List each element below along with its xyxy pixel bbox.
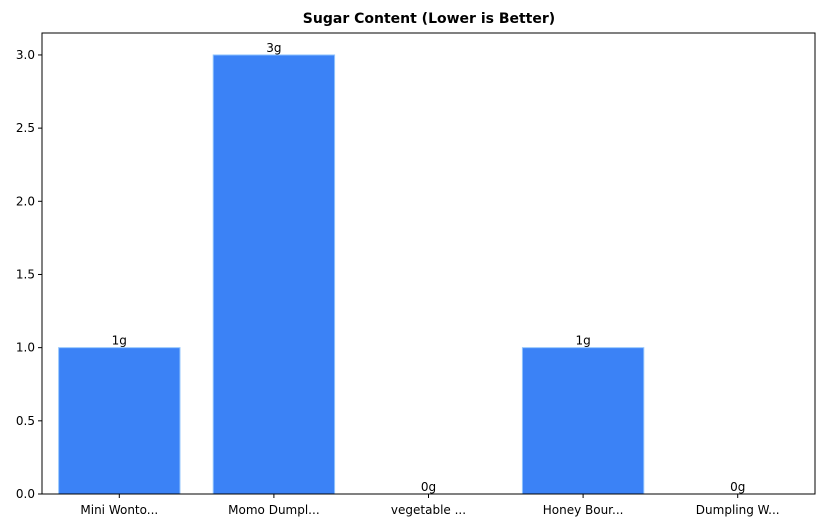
y-tick-label: 0.5 bbox=[16, 414, 35, 428]
x-tick-label: Dumpling W... bbox=[696, 503, 780, 517]
x-tick-label: vegetable ... bbox=[391, 503, 466, 517]
y-tick-label: 2.0 bbox=[16, 194, 35, 208]
x-tick-label: Momo Dumpl... bbox=[228, 503, 319, 517]
y-tick-label: 2.5 bbox=[16, 121, 35, 135]
bar bbox=[58, 347, 181, 495]
bar-value-label: 1g bbox=[112, 334, 127, 348]
bar bbox=[212, 54, 336, 495]
x-tick-label: Honey Bour... bbox=[543, 503, 624, 517]
plot-frame bbox=[41, 32, 816, 495]
bar-value-label: 1g bbox=[575, 334, 590, 348]
y-tick-label: 1.0 bbox=[16, 341, 35, 355]
bar bbox=[521, 347, 645, 495]
bar-value-label: 0g bbox=[421, 480, 436, 494]
bar-value-label: 0g bbox=[730, 480, 745, 494]
x-tick-label: Mini Wonto... bbox=[80, 503, 158, 517]
bar-value-label: 3g bbox=[266, 41, 281, 55]
y-tick-label: 0.0 bbox=[16, 487, 35, 501]
y-tick-label: 1.5 bbox=[16, 267, 35, 281]
y-tick-label: 3.0 bbox=[16, 48, 35, 62]
chart-title: Sugar Content (Lower is Better) bbox=[303, 11, 555, 27]
